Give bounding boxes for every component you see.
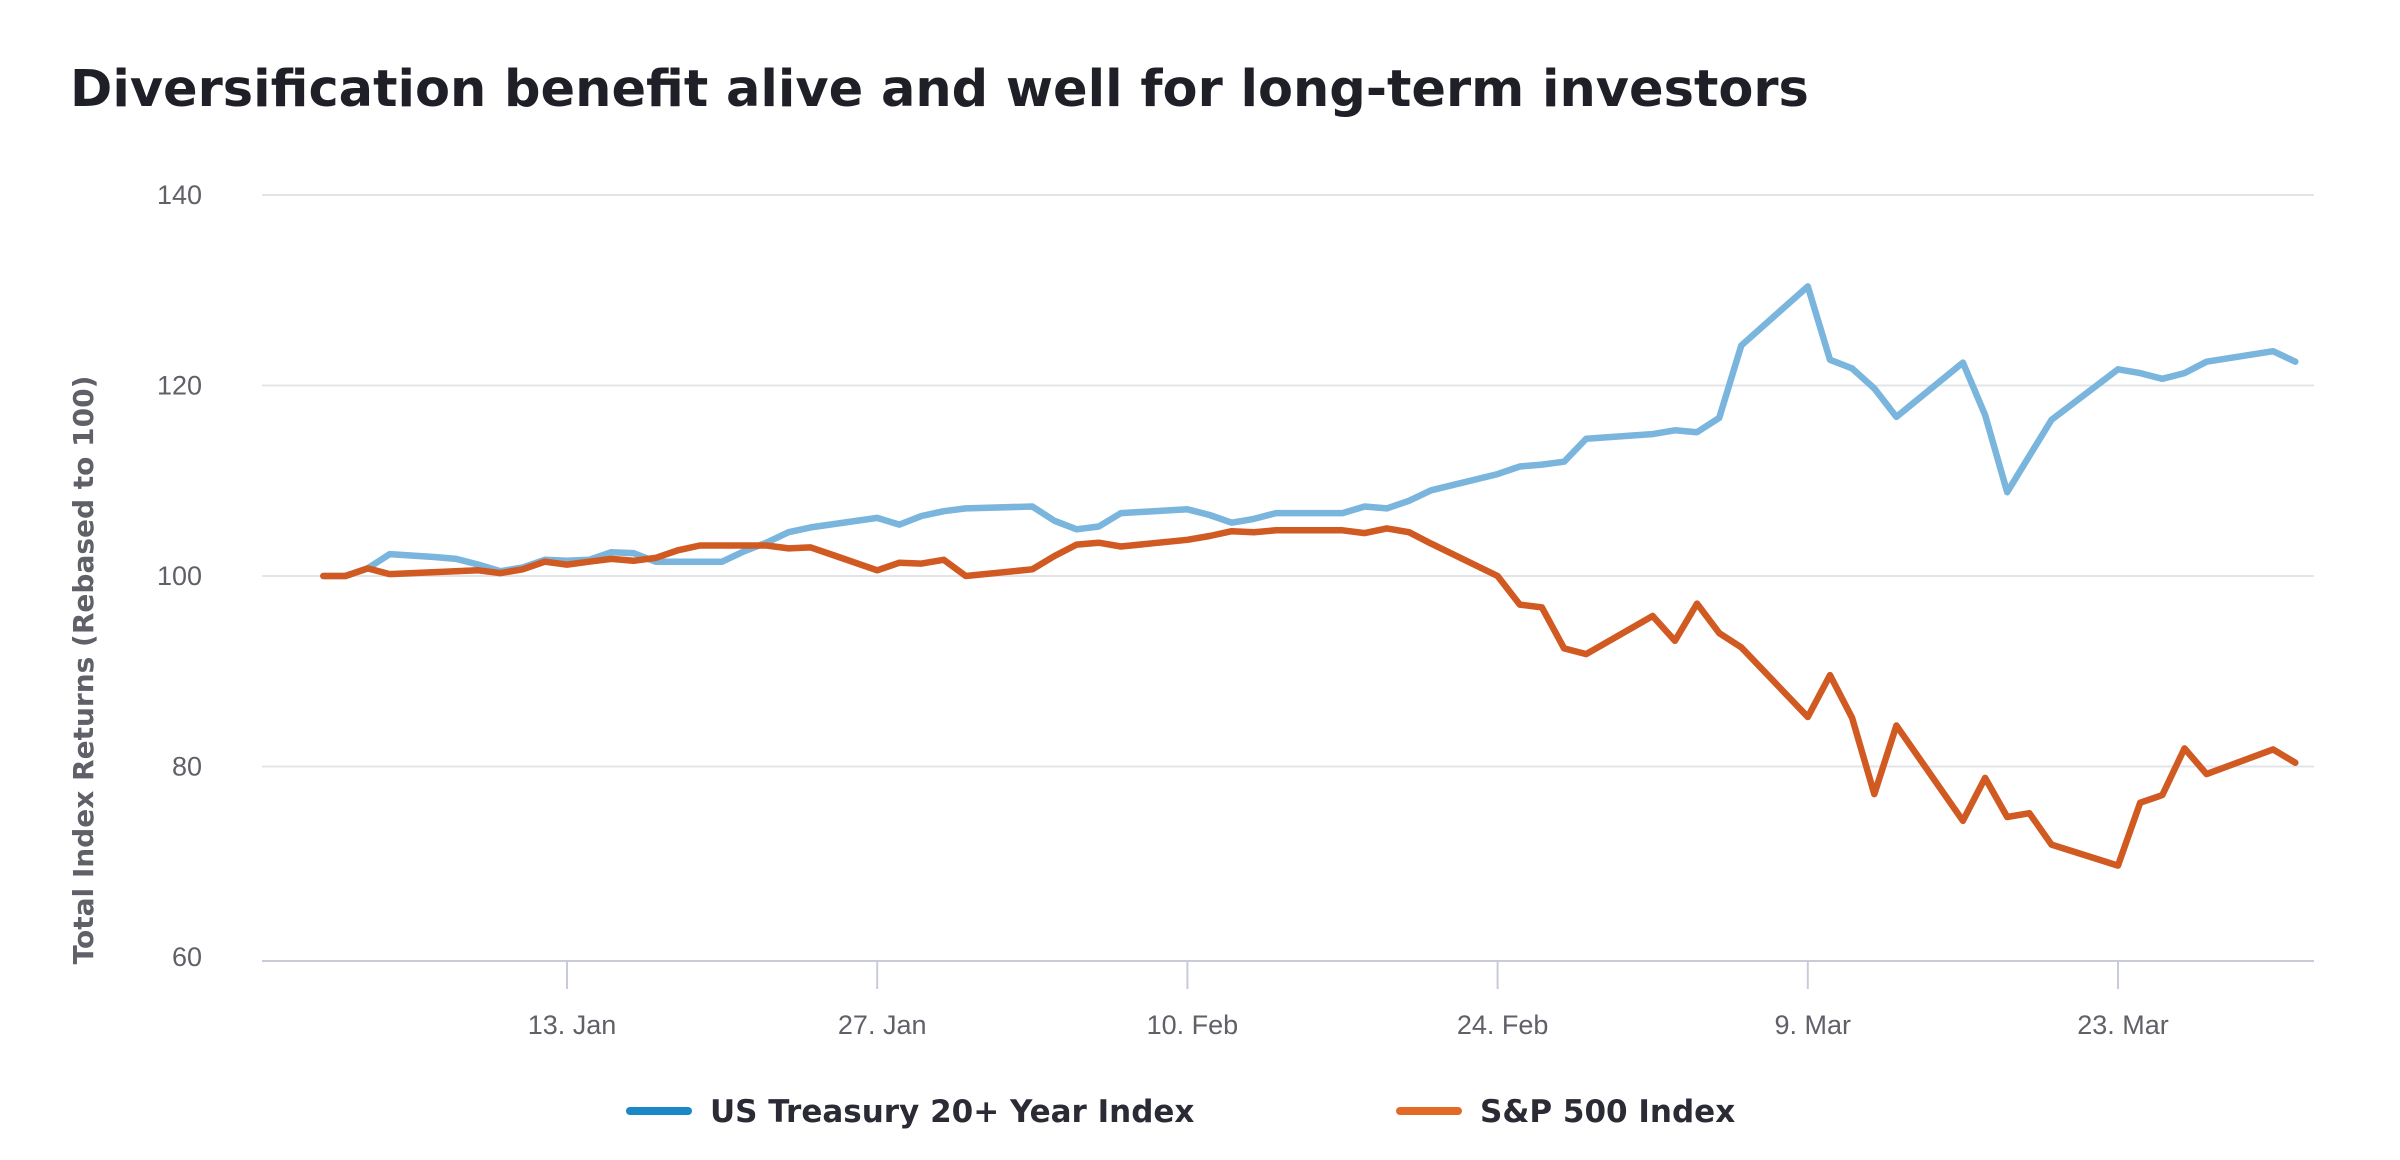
x-tick-label: 9. Mar [1775,1010,1852,1040]
y-tick-label: 120 [157,371,202,401]
x-tick-label: 23. Mar [2077,1010,2169,1040]
x-tick-label: 10. Feb [1147,1010,1239,1040]
x-tick-label: 27. Jan [838,1010,927,1040]
chart-title: Diversification benefit alive and well f… [70,60,1809,119]
x-tick-label: 13. Jan [528,1010,617,1040]
series-lines [320,283,2299,869]
y-tick-label: 80 [172,752,202,782]
y-tick-label: 100 [157,561,202,591]
x-tick-label: 24. Feb [1457,1010,1549,1040]
legend-label: US Treasury 20+ Year Index [710,1094,1194,1130]
y-axis-ticks: 60 80 100 120 140 [157,180,202,972]
series-line-sp500 [320,525,2299,869]
legend-label: S&P 500 Index [1480,1094,1735,1130]
legend-item: S&P 500 Index [1396,1094,1735,1130]
legend: US Treasury 20+ Year Index S&P 500 Index [626,1094,1735,1130]
y-axis-label: Total Index Returns (Rebased to 100) [67,376,100,965]
y-tick-label: 140 [157,180,202,210]
legend-item: US Treasury 20+ Year Index [626,1094,1194,1130]
y-tick-label: 60 [172,942,202,972]
x-axis-ticks: 13. Jan 27. Jan 10. Feb 24. Feb 9. Mar 23. Ma… [528,961,2169,1040]
